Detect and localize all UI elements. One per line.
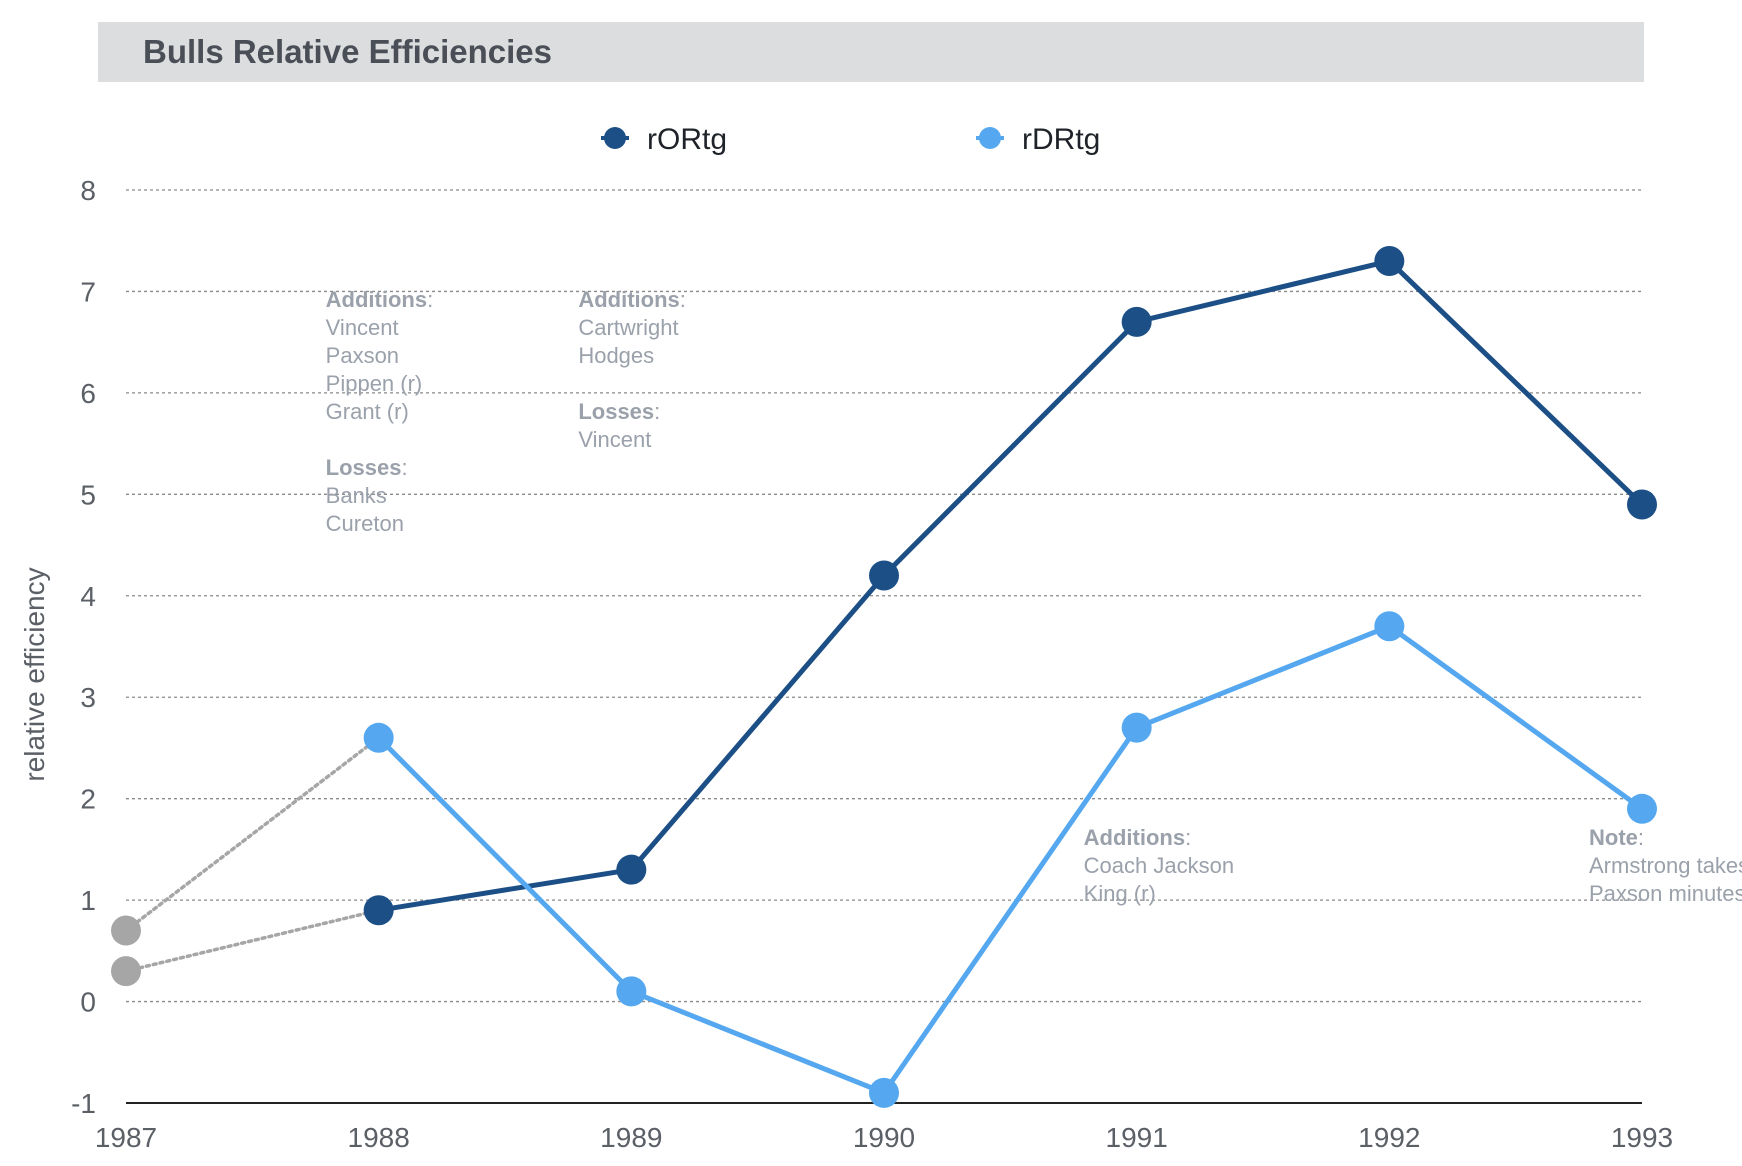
annotation-item: Paxson minutes bbox=[1589, 881, 1742, 907]
x-tick-label: 1993 bbox=[1611, 1122, 1673, 1153]
y-tick-label: 1 bbox=[80, 885, 96, 916]
x-tick-label: 1990 bbox=[853, 1122, 915, 1153]
annotation-block: Additions: Cartwright Hodges Losses: Vincent bbox=[578, 286, 686, 454]
annotation-heading-label: Losses bbox=[578, 399, 655, 425]
annotation-heading-label: Losses bbox=[325, 455, 402, 481]
prior-season-point bbox=[111, 915, 141, 946]
y-tick-label: 3 bbox=[80, 682, 96, 713]
legend-label-rORtg: rORtg bbox=[647, 123, 727, 156]
data-point-rDRtg bbox=[363, 722, 394, 753]
legend-marker-rORtg bbox=[604, 127, 626, 149]
series-line-rDRtg bbox=[376, 623, 1645, 1096]
y-tick-label: -1 bbox=[71, 1088, 96, 1119]
data-point-rDRtg bbox=[1627, 793, 1657, 824]
y-tick-label: 4 bbox=[80, 581, 96, 612]
x-tick-label: 1988 bbox=[348, 1122, 410, 1153]
annotation-block: Additions: Coach Jackson King (r) bbox=[1084, 824, 1234, 908]
data-point-rDRtg bbox=[1374, 611, 1405, 642]
x-tick-label: 1991 bbox=[1106, 1122, 1168, 1153]
annotation-block: Additions: Vincent Paxson Pippen (r) Grant (… bbox=[326, 286, 434, 538]
annotation-heading-label: Additions bbox=[578, 287, 680, 313]
x-tick-label: 1992 bbox=[1358, 1122, 1420, 1153]
annotation-item: King (r) bbox=[1083, 881, 1156, 907]
annotation-heading: Additions: bbox=[578, 287, 686, 313]
annotation-spacer bbox=[326, 426, 434, 454]
annotation-item: Cartwright bbox=[578, 315, 679, 341]
y-tick-label: 2 bbox=[80, 784, 96, 815]
chart-title: Bulls Relative Efficiencies bbox=[143, 33, 553, 70]
data-point-rORtg bbox=[616, 854, 647, 885]
data-point-rORtg bbox=[1374, 246, 1405, 277]
data-point-rORtg bbox=[363, 895, 394, 926]
annotation-spacer bbox=[578, 370, 686, 398]
annotation-heading-label: Additions bbox=[1083, 825, 1186, 851]
annotation-heading-label: Note bbox=[1589, 825, 1638, 851]
chart-title-bar: Bulls Relative Efficiencies bbox=[98, 22, 1644, 82]
annotation-block: Note: Armstrong takes Paxson minutes bbox=[1589, 824, 1742, 908]
annotation-heading: Losses: bbox=[325, 455, 408, 481]
data-point-rORtg bbox=[1627, 489, 1657, 520]
annotation-item: Banks bbox=[325, 483, 387, 509]
annotation-item: Coach Jackson bbox=[1083, 853, 1235, 879]
annotation-item: Vincent bbox=[325, 315, 399, 341]
annotation-item: Cureton bbox=[325, 511, 404, 537]
y-tick-label: 7 bbox=[80, 276, 96, 307]
annotation-heading: Additions: bbox=[325, 287, 434, 313]
annotation-item: Pippen (r) bbox=[325, 371, 423, 397]
y-tick-label: 6 bbox=[80, 378, 96, 409]
y-tick-label: 0 bbox=[80, 987, 96, 1018]
annotation-heading: Additions: bbox=[1083, 825, 1192, 851]
annotation-item: Hodges bbox=[578, 343, 655, 369]
annotation-item: Vincent bbox=[578, 427, 652, 453]
annotation-item: Armstrong takes bbox=[1589, 853, 1742, 879]
y-tick-label: 5 bbox=[80, 479, 96, 510]
legend-label-rDRtg: rDRtg bbox=[1022, 123, 1100, 156]
data-point-rORtg bbox=[1121, 306, 1152, 337]
annotation-heading: Note: bbox=[1589, 825, 1645, 851]
prior-season-line bbox=[124, 736, 381, 933]
annotation-item: Grant (r) bbox=[325, 399, 409, 425]
prior-season-line bbox=[124, 908, 381, 973]
prior-season-point bbox=[111, 956, 141, 987]
data-point-rDRtg bbox=[616, 976, 647, 1007]
annotation-heading-label: Additions bbox=[325, 287, 428, 313]
y-axis-title: relative efficiency bbox=[19, 567, 50, 781]
series-line-rORtg bbox=[376, 258, 1645, 913]
annotation-heading: Losses: bbox=[578, 399, 661, 425]
data-point-rDRtg bbox=[869, 1077, 899, 1108]
data-point-rDRtg bbox=[1121, 712, 1152, 743]
x-tick-label: 1987 bbox=[95, 1122, 157, 1153]
legend-marker-rDRtg bbox=[979, 127, 1001, 149]
annotation-item: Paxson bbox=[325, 343, 400, 369]
x-tick-label: 1989 bbox=[600, 1122, 662, 1153]
y-tick-label: 8 bbox=[80, 175, 96, 206]
data-point-rORtg bbox=[869, 560, 899, 591]
